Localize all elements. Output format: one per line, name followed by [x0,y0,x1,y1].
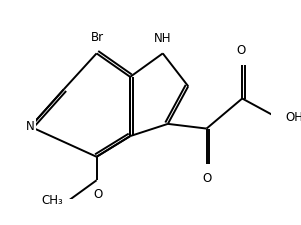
Text: Br: Br [91,31,104,44]
Text: O: O [202,172,211,185]
Text: O: O [93,188,103,201]
Text: O: O [236,44,245,57]
Text: N: N [26,120,35,133]
Text: OH: OH [285,111,301,124]
Text: NH: NH [154,32,172,45]
Text: CH₃: CH₃ [41,194,63,207]
